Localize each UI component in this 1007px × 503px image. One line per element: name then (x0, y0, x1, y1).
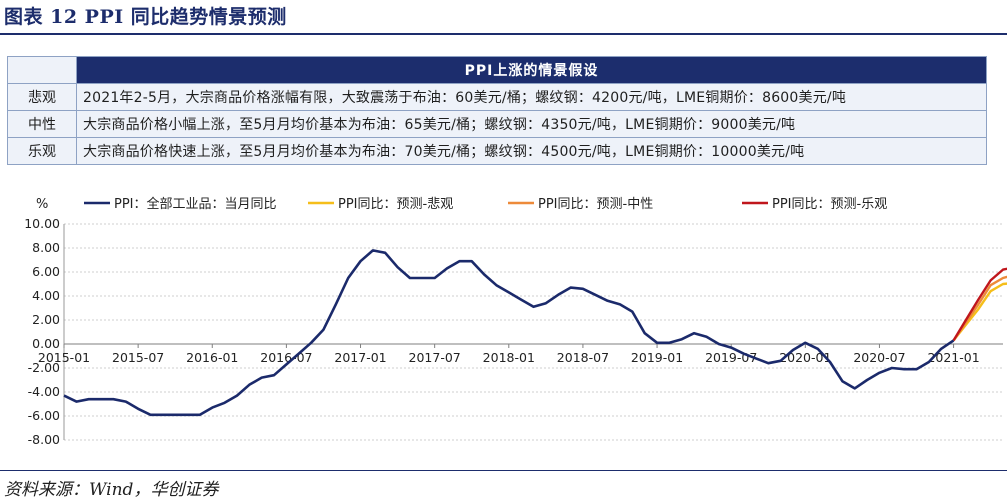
scenario-table-header: PPI上涨的情景假设 (76, 56, 987, 84)
y-tick-label: 0.00 (32, 336, 60, 351)
scenario-table-header-row: PPI上涨的情景假设 (7, 56, 987, 84)
y-tick-label: -2.00 (28, 360, 60, 375)
series-line-neutral (952, 275, 1007, 342)
x-tick-label: 2021-01 (927, 350, 979, 365)
scenario-text: 大宗商品价格快速上涨，至5月月均价基本为布油：70美元/桶；螺纹钢：4500元/… (76, 137, 987, 165)
scenario-label: 中性 (7, 110, 77, 138)
legend-label: PPI同比：预测-中性 (538, 197, 653, 212)
legend-label: PPI同比：预测-乐观 (772, 197, 887, 212)
gridlines (64, 223, 1003, 441)
scenario-text: 2021年2-5月，大宗商品价格涨幅有限，大致震荡于布油：60美元/桶；螺纹钢：… (76, 83, 987, 111)
legend-label: PPI同比：预测-悲观 (338, 196, 453, 212)
scenario-row-pessimistic: 悲观 2021年2-5月，大宗商品价格涨幅有限，大致震荡于布油：60美元/桶；螺… (7, 83, 987, 111)
x-tick-label: 2015-07 (112, 350, 164, 365)
scenario-row-neutral: 中性 大宗商品价格小幅上涨，至5月月均价基本为布油：65美元/桶；螺纹钢：435… (7, 110, 987, 138)
x-tick-label: 2020-07 (853, 350, 905, 365)
series-line-actual (63, 249, 955, 417)
figure-title: 图表 12 PPI 同比趋势情景预测 (4, 6, 287, 28)
series-line-optimistic (952, 267, 1007, 342)
scenario-label: 悲观 (7, 83, 77, 111)
ppi-line-chart: % PPI：全部工业品：当月同比 PPI同比：预测-悲观 PPI同比：预测-中性 PP… (24, 196, 1007, 447)
header-blank-cell (7, 56, 77, 84)
y-tick-label: -4.00 (28, 384, 60, 399)
x-axis: 2015-01 2015-07 2016-01 2016-07 2017-01 2017-… (38, 343, 1003, 365)
y-tick-label: 6.00 (32, 264, 60, 279)
y-axis-ticks: 10.00 8.00 6.00 4.00 2.00 0.00 -2.00 -4.00 -6.00… (24, 216, 65, 447)
y-axis-unit-label: % (36, 197, 48, 212)
title-divider (0, 33, 1007, 35)
y-tick-label: 8.00 (32, 240, 60, 255)
scenario-table: PPI上涨的情景假设 悲观 2021年2-5月，大宗商品价格涨幅有限，大致震荡于… (7, 56, 987, 165)
series-lines (63, 249, 1007, 417)
x-tick-label: 2016-01 (186, 350, 238, 365)
y-tick-label: 4.00 (32, 288, 60, 303)
legend-label: PPI：全部工业品：当月同比 (114, 196, 277, 212)
source-divider (0, 470, 1007, 471)
source-note: 资料来源：Wind，华创证券 (4, 480, 219, 500)
x-tick-label: 2018-01 (483, 350, 535, 365)
y-tick-label: -8.00 (28, 432, 60, 447)
scenario-label: 乐观 (7, 137, 77, 165)
x-tick-label: 2015-01 (38, 350, 90, 365)
x-tick-label: 2019-07 (705, 350, 757, 365)
y-tick-label: -6.00 (28, 408, 60, 423)
y-tick-label: 10.00 (24, 216, 60, 231)
scenario-row-optimistic: 乐观 大宗商品价格快速上涨，至5月月均价基本为布油：70美元/桶；螺纹钢：450… (7, 137, 987, 165)
series-line-pessimistic (952, 282, 1007, 342)
scenario-text: 大宗商品价格小幅上涨，至5月月均价基本为布油：65美元/桶；螺纹钢：4350元/… (76, 110, 987, 138)
y-tick-label: 2.00 (32, 312, 60, 327)
x-tick-label: 2017-01 (334, 350, 386, 365)
x-tick-label: 2017-07 (409, 350, 461, 365)
x-tick-label: 2019-01 (631, 350, 683, 365)
x-tick-label: 2020-01 (779, 350, 831, 365)
x-tick-label: 2018-07 (557, 350, 609, 365)
chart-legend: PPI：全部工业品：当月同比 PPI同比：预测-悲观 PPI同比：预测-中性 PPI同… (84, 196, 887, 212)
